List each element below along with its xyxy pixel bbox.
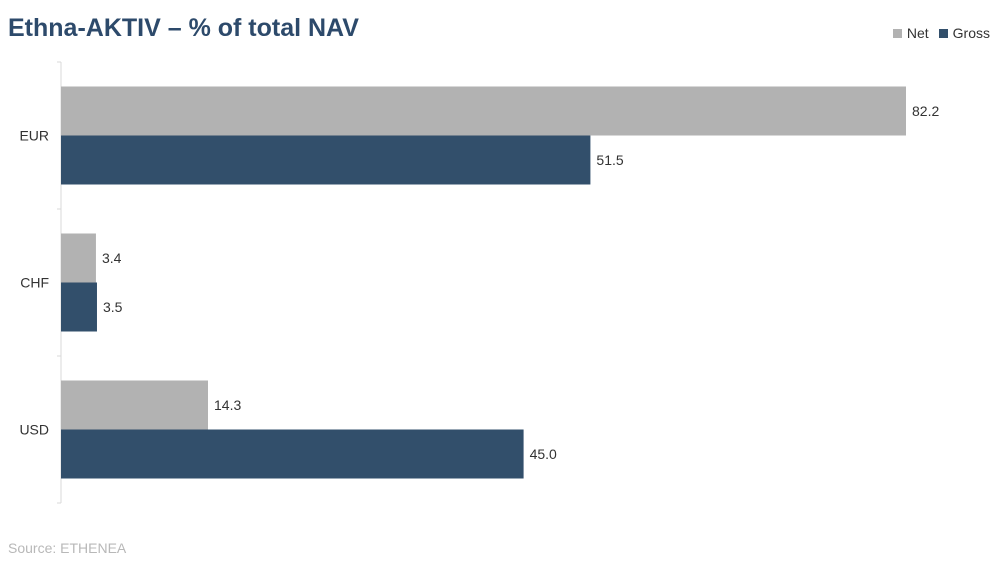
category-label-usd: USD [19,422,49,438]
bar-net-usd [61,380,209,430]
bar-gross-chf [61,282,97,332]
data-label-net-chf: 3.4 [102,250,122,266]
data-label-net-usd: 14.3 [214,397,241,413]
bar-net-eur [61,86,906,136]
category-label-eur: EUR [19,128,49,144]
chart-title: Ethna-AKTIV – % of total NAV [8,14,359,42]
bar-gross-usd [61,429,524,479]
data-label-net-eur: 82.2 [912,103,939,119]
bar-gross-eur [61,135,591,185]
category-label-chf: CHF [20,275,49,291]
legend-item-gross: Gross [938,25,990,41]
data-label-gross-usd: 45.0 [530,446,557,462]
bar-chart: EUR 82.2 51.5 CHF 3.4 3.5 USD 14.3 45.0 [19,61,939,504]
legend-swatch-gross [938,28,948,38]
data-label-gross-chf: 3.5 [103,299,123,315]
legend-label-net: Net [906,25,929,41]
bar-net-chf [61,233,96,283]
legend-swatch-net [892,28,902,38]
legend: Net Gross [892,25,990,41]
source-note: Source: ETHENEA [8,540,127,556]
legend-item-net: Net [892,25,929,41]
data-label-gross-eur: 51.5 [596,152,623,168]
legend-label-gross: Gross [952,25,990,41]
